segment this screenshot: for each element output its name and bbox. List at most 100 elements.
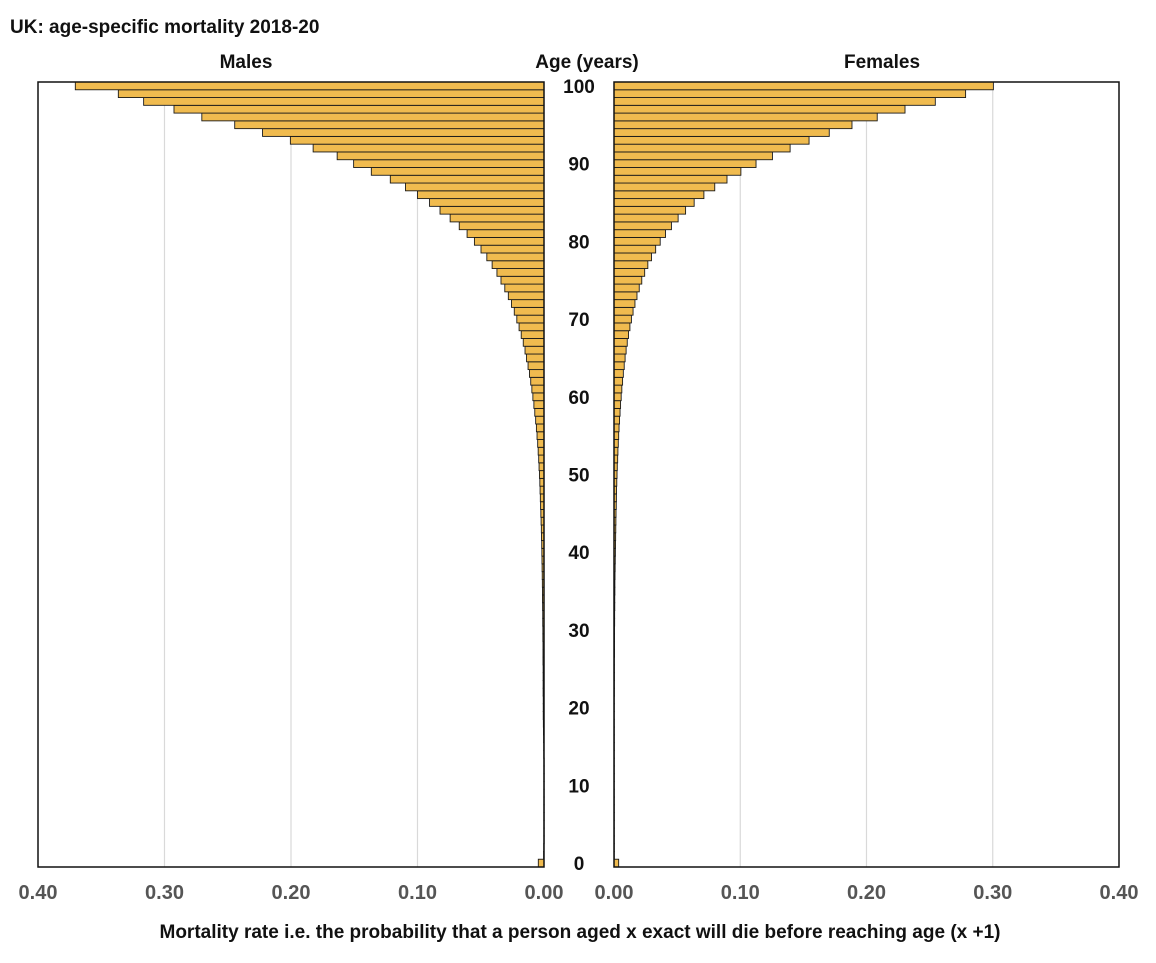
female-bar-age-80 bbox=[613, 236, 661, 246]
male-bar-age-83 bbox=[449, 213, 545, 223]
age-tick-label: 80 bbox=[568, 232, 589, 253]
males-panel-frame bbox=[37, 81, 545, 868]
female-bar-age-76 bbox=[613, 268, 646, 277]
male-bar-age-82 bbox=[458, 221, 545, 231]
female-bar-age-67 bbox=[613, 338, 628, 347]
female-bar-age-62 bbox=[613, 376, 624, 386]
male-bar-age-76 bbox=[496, 268, 545, 277]
female-bar-age-93 bbox=[613, 135, 810, 145]
female-bar-age-86 bbox=[613, 190, 705, 200]
age-tick-label: 60 bbox=[568, 388, 589, 409]
female-bar-age-66 bbox=[613, 345, 627, 355]
male-bar-age-54 bbox=[537, 439, 545, 448]
x-axis-label: Mortality rate i.e. the probability that… bbox=[160, 922, 1001, 943]
age-tick-label: 40 bbox=[568, 543, 589, 564]
age-tick-label: 30 bbox=[568, 621, 589, 642]
axis-ticks: 0.00 0.00 0.10 0.10 0.20 0.20 0.30 0.30 0.40 0.40… bbox=[19, 77, 1139, 904]
male-bar-age-72 bbox=[511, 299, 545, 308]
females-x-tick-label: 0.20 bbox=[847, 882, 886, 904]
female-bar-age-79 bbox=[613, 244, 657, 254]
males-x-tick-label: 0.10 bbox=[398, 882, 437, 904]
female-bar-age-59 bbox=[613, 400, 622, 409]
male-bar-age-79 bbox=[480, 244, 545, 254]
female-bar-age-68 bbox=[613, 330, 629, 339]
female-bar-age-74 bbox=[613, 283, 640, 293]
gridlines bbox=[163, 82, 994, 867]
male-bar-age-80 bbox=[473, 236, 545, 246]
female-bar-age-85 bbox=[613, 198, 695, 207]
male-bar-age-62 bbox=[530, 376, 545, 386]
female-bar-age-78 bbox=[613, 252, 652, 262]
male-bar-age-74 bbox=[504, 283, 545, 293]
male-bar-age-78 bbox=[486, 252, 545, 262]
male-bar-age-85 bbox=[429, 198, 545, 207]
age-tick-label: 0 bbox=[574, 854, 585, 875]
males-x-tick-label: 0.20 bbox=[272, 882, 311, 904]
female-bar-age-75 bbox=[613, 275, 643, 285]
male-bar-age-61 bbox=[531, 384, 545, 394]
males-x-tick-label: 0.40 bbox=[19, 882, 58, 904]
female-bar-age-91 bbox=[613, 151, 773, 161]
female-bar-age-87 bbox=[613, 182, 716, 192]
age-tick-label: 70 bbox=[568, 310, 589, 331]
female-bar-age-58 bbox=[613, 407, 621, 417]
female-bar-age-82 bbox=[613, 221, 672, 231]
male-bar-age-0 bbox=[537, 858, 545, 868]
female-bar-age-81 bbox=[613, 229, 666, 238]
female-bar-age-83 bbox=[613, 213, 679, 223]
female-bar-age-73 bbox=[613, 291, 638, 301]
male-bar-age-68 bbox=[520, 330, 545, 339]
male-bar-age-99 bbox=[117, 89, 545, 98]
female-bar-age-95 bbox=[613, 120, 853, 130]
age-tick-label: 20 bbox=[568, 699, 589, 720]
male-bar-age-67 bbox=[522, 338, 545, 347]
panel-frames bbox=[37, 81, 1120, 868]
male-bar-age-58 bbox=[534, 407, 545, 417]
male-bar-age-73 bbox=[507, 291, 545, 301]
male-bar-age-75 bbox=[500, 275, 545, 285]
females-x-tick-label: 0.40 bbox=[1100, 882, 1139, 904]
females-panel-frame bbox=[613, 81, 1120, 868]
male-bar-age-66 bbox=[524, 345, 545, 355]
age-axis-title: Age (years) bbox=[535, 52, 639, 73]
males-x-tick-label: 0.30 bbox=[145, 882, 184, 904]
female-bar-age-71 bbox=[613, 306, 634, 316]
female-bar-age-97 bbox=[613, 104, 906, 114]
age-tick-label: 100 bbox=[563, 77, 595, 98]
female-bar-age-64 bbox=[613, 361, 625, 371]
male-bar-age-81 bbox=[466, 229, 545, 238]
age-tick-label: 90 bbox=[568, 155, 589, 176]
female-bar-age-65 bbox=[613, 353, 626, 363]
male-bar-age-86 bbox=[417, 190, 545, 200]
male-bar-age-52 bbox=[538, 454, 545, 464]
males-panel-title: Males bbox=[220, 52, 273, 73]
females-x-tick-label: 0.10 bbox=[721, 882, 760, 904]
female-bar-age-94 bbox=[613, 128, 830, 137]
male-bar-age-95 bbox=[234, 120, 545, 130]
male-bar-age-59 bbox=[533, 400, 545, 409]
chart-title: UK: age-specific mortality 2018-20 bbox=[10, 17, 319, 38]
female-bar-age-98 bbox=[613, 97, 936, 106]
females-x-tick-label: 0.00 bbox=[595, 882, 634, 904]
female-bar-age-99 bbox=[613, 89, 967, 98]
female-bar-age-88 bbox=[613, 174, 728, 184]
male-bar-age-84 bbox=[439, 205, 545, 215]
female-bar-age-77 bbox=[613, 260, 649, 269]
bars bbox=[74, 81, 994, 868]
female-bar-age-60 bbox=[613, 392, 622, 402]
female-bar-age-96 bbox=[613, 112, 878, 122]
male-bar-age-87 bbox=[405, 182, 545, 192]
male-bar-age-91 bbox=[336, 151, 545, 161]
female-bar-age-70 bbox=[613, 314, 632, 324]
male-bar-age-88 bbox=[389, 174, 545, 184]
female-bar-age-69 bbox=[613, 322, 631, 332]
female-bar-age-92 bbox=[613, 143, 791, 153]
male-bar-age-56 bbox=[535, 423, 545, 433]
male-bar-age-89 bbox=[370, 167, 545, 176]
male-bar-age-64 bbox=[527, 361, 545, 371]
female-bar-age-100 bbox=[613, 81, 994, 91]
female-bar-age-72 bbox=[613, 299, 636, 308]
male-bar-age-63 bbox=[529, 369, 545, 378]
male-bar-age-53 bbox=[537, 446, 545, 456]
